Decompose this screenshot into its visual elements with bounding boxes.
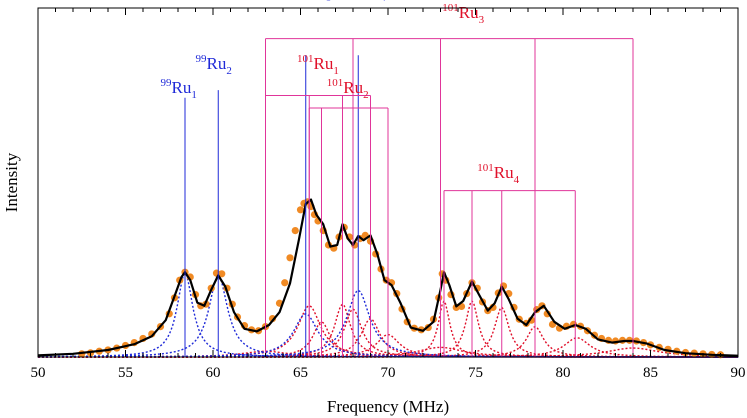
x-tick-label: 90 — [731, 365, 746, 381]
x-tick-label: 85 — [643, 365, 658, 381]
label-element: Ru — [172, 78, 192, 97]
label-isotope: 99 — [161, 77, 173, 89]
data-point — [291, 227, 299, 235]
x-tick-label: 70 — [381, 365, 396, 381]
label-101ru1: 101Ru1 — [297, 53, 339, 77]
label-index: 1 — [333, 65, 339, 77]
label-isotope: 99 — [196, 53, 208, 65]
x-axis-label: Frequency (MHz) — [327, 397, 449, 416]
peak-labels-layer: 99Ru199Ru299Ru399Ru4101Ru1101Ru2101Ru310… — [161, 0, 520, 186]
ru99-lines-layer — [184, 55, 359, 357]
x-tick-label: 50 — [31, 365, 46, 381]
label-99ru4: 99Ru4 — [350, 0, 387, 3]
label-99ru1: 99Ru1 — [161, 77, 197, 101]
data-points-layer — [78, 198, 725, 359]
label-index: 2 — [226, 65, 232, 77]
label-99ru3: 99Ru3 — [295, 0, 332, 3]
label-index: 4 — [514, 174, 520, 186]
data-point — [281, 279, 289, 287]
bracket-101Ru1 — [265, 95, 371, 357]
label-101ru2: 101Ru2 — [327, 77, 369, 101]
label-element: Ru — [459, 3, 479, 22]
ru101-brackets-layer — [265, 38, 634, 357]
bracket-101Ru4 — [443, 190, 576, 357]
label-element: Ru — [343, 78, 363, 97]
x-tick-label: 55 — [118, 365, 133, 381]
label-element: Ru — [207, 54, 227, 73]
x-tick-label: 65 — [293, 365, 308, 381]
data-point — [268, 315, 277, 323]
fit-curve-layer — [37, 198, 739, 357]
label-index: 3 — [479, 14, 485, 26]
label-element: Ru — [494, 163, 514, 182]
data-point — [296, 206, 305, 214]
label-99ru2: 99Ru2 — [196, 53, 232, 77]
data-point — [286, 254, 294, 262]
label-index: 3 — [326, 0, 332, 3]
x-tick-label: 60 — [206, 365, 221, 381]
label-isotope: 101 — [477, 162, 494, 174]
fit-curve — [37, 198, 739, 357]
label-index: 2 — [363, 89, 369, 101]
label-isotope: 101 — [327, 77, 344, 89]
label-element: Ru — [314, 54, 334, 73]
bracket-101Ru3 — [265, 38, 634, 357]
x-tick-label: 75 — [468, 365, 483, 381]
label-index: 4 — [380, 0, 386, 3]
label-index: 1 — [191, 89, 197, 101]
bracket-101Ru2 — [308, 107, 389, 357]
data-point — [218, 270, 226, 278]
label-isotope: 101 — [297, 53, 314, 65]
x-tick-label: 80 — [556, 365, 571, 381]
label-101ru4: 101Ru4 — [477, 162, 519, 186]
axes-layer: 50 55 60 65 70 75 80 85 90 — [31, 7, 746, 381]
label-101ru3: 101Ru3 — [442, 2, 484, 26]
y-axis-label: Intensity — [2, 152, 21, 212]
